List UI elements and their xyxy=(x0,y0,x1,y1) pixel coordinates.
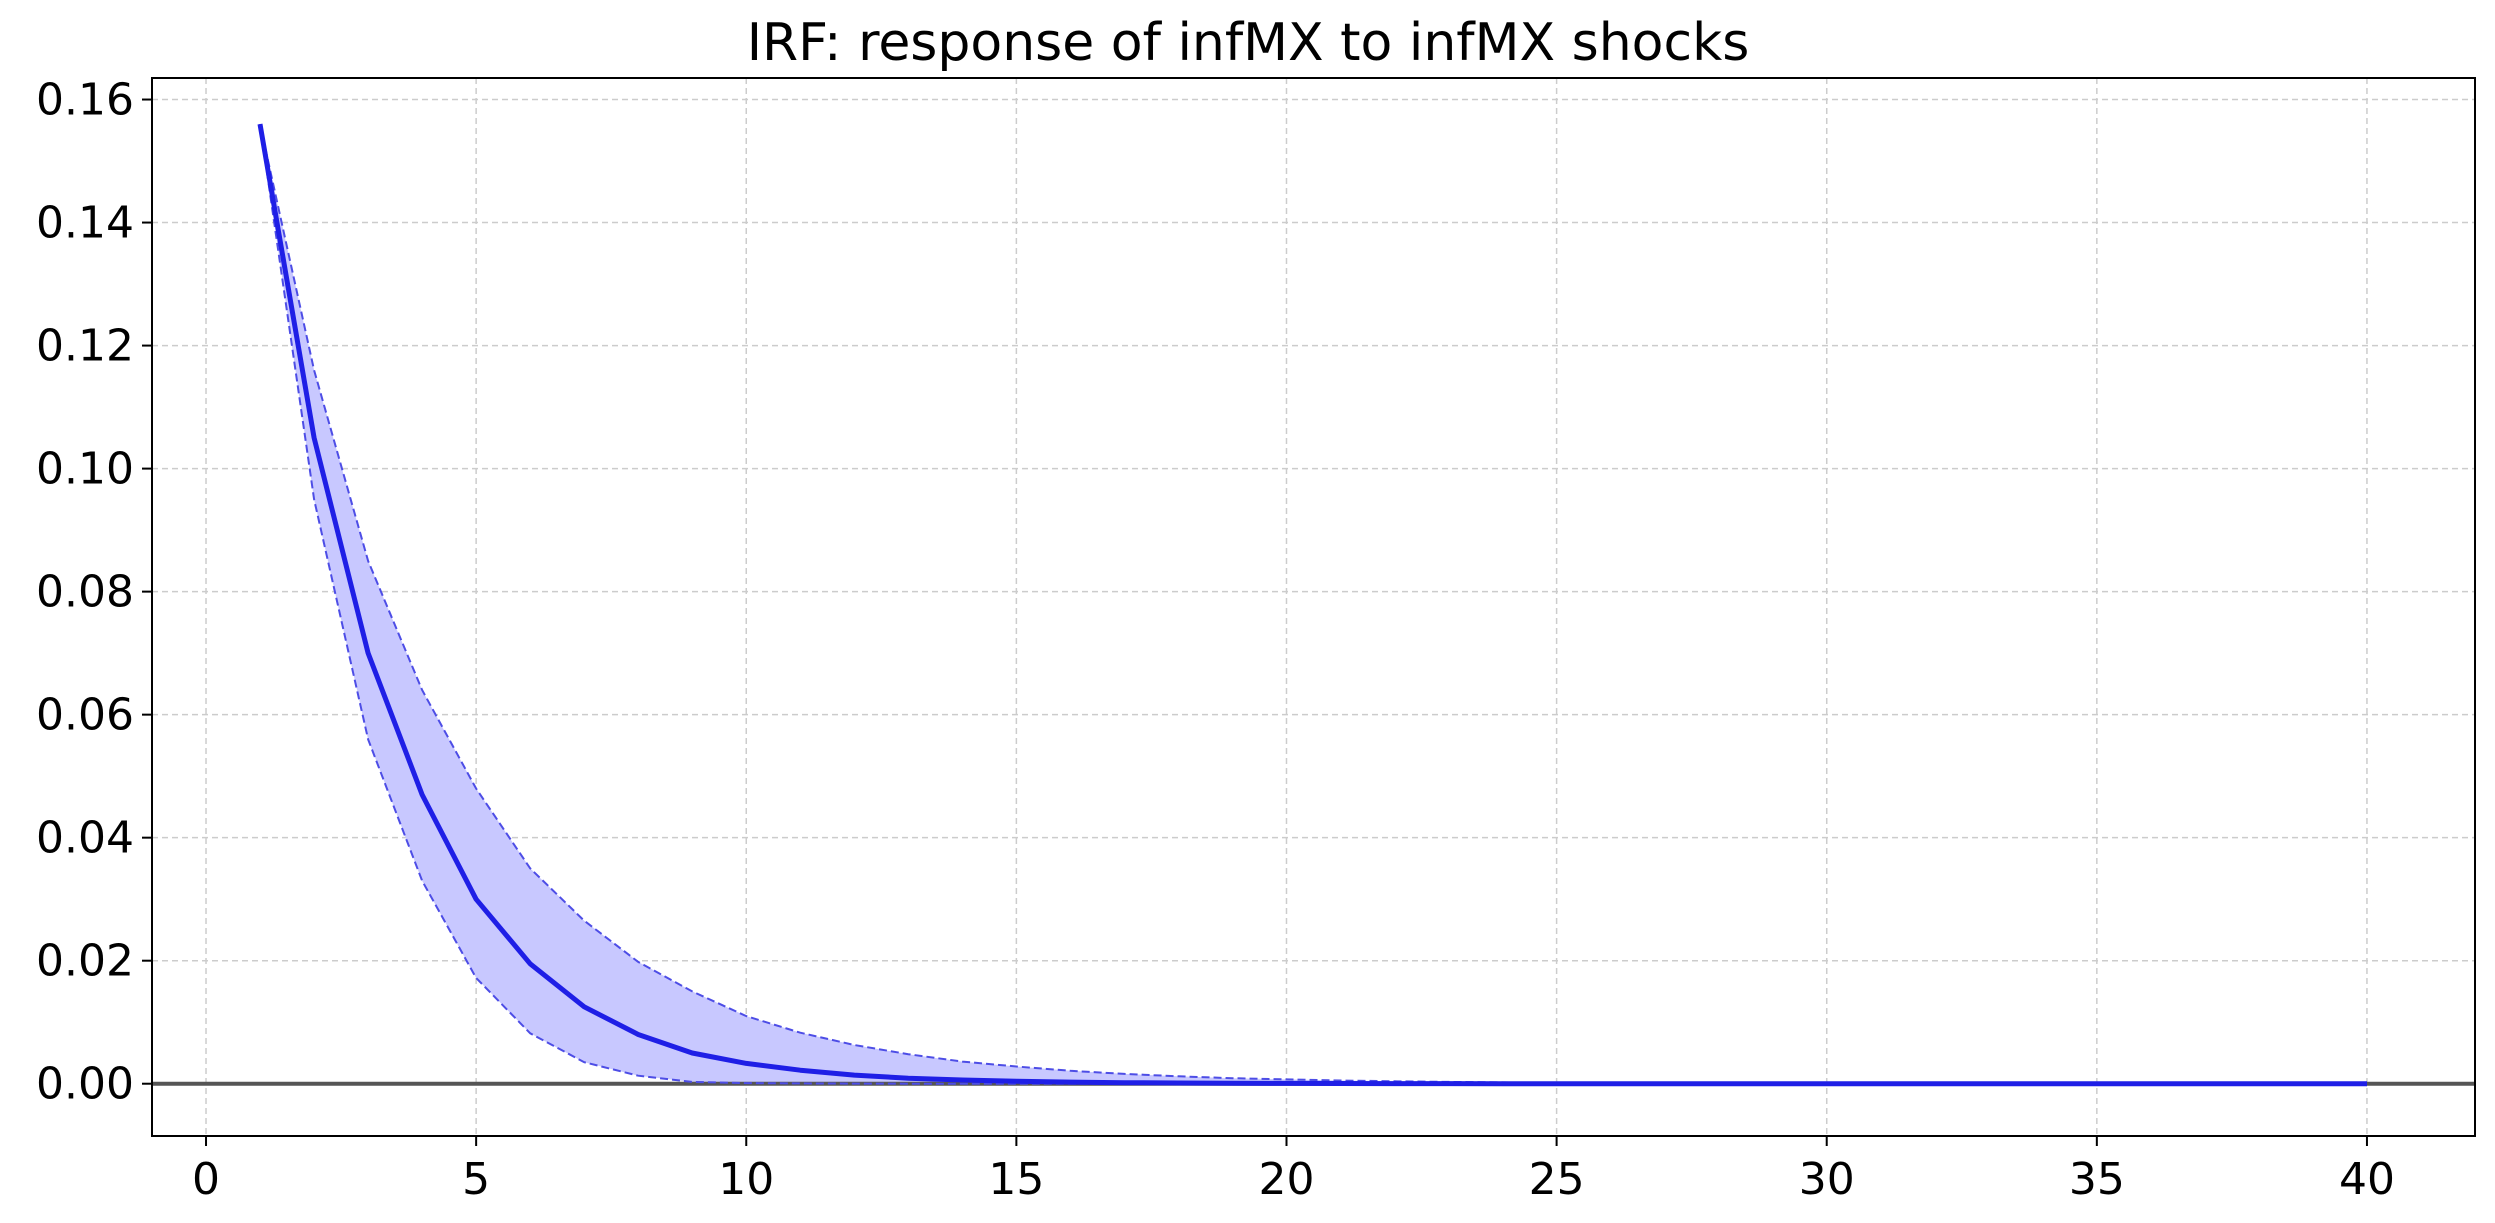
x-tick-label: 15 xyxy=(988,1154,1044,1205)
x-tick-label: 20 xyxy=(1258,1154,1314,1205)
chart-title: IRF: response of infMX to infMX shocks xyxy=(747,13,1750,73)
y-tick-label: 0.02 xyxy=(36,936,134,987)
y-tick-label: 0.08 xyxy=(36,567,134,618)
x-tick-label: 25 xyxy=(1529,1154,1585,1205)
y-tick-label: 0.04 xyxy=(36,813,134,864)
y-tick-label: 0.06 xyxy=(36,690,134,741)
x-tick-label: 0 xyxy=(192,1154,220,1205)
y-tick-label: 0.12 xyxy=(36,321,134,372)
irf-line xyxy=(257,123,2367,1087)
upper-bound-line xyxy=(259,123,2367,1085)
y-tick-label: 0.16 xyxy=(36,75,134,126)
x-tick-label: 40 xyxy=(2339,1154,2395,1205)
x-tick-label: 35 xyxy=(2069,1154,2125,1205)
y-axis-ticks: 0.00 0.02 0.04 0.06 0.08 0.10 0.12 0.14 0.16 xyxy=(36,75,152,1110)
x-tick-label: 10 xyxy=(718,1154,774,1205)
plot-frame xyxy=(151,77,2476,1137)
x-axis-ticks: 0 5 10 15 20 25 30 35 40 xyxy=(192,1136,2395,1205)
x-tick-label: 30 xyxy=(1799,1154,1855,1205)
irf-lines xyxy=(257,123,2367,1087)
y-tick-label: 0.10 xyxy=(36,444,134,495)
x-tick-label: 5 xyxy=(462,1154,490,1205)
y-tick-label: 0.14 xyxy=(36,198,134,249)
y-tick-label: 0.00 xyxy=(36,1059,134,1110)
